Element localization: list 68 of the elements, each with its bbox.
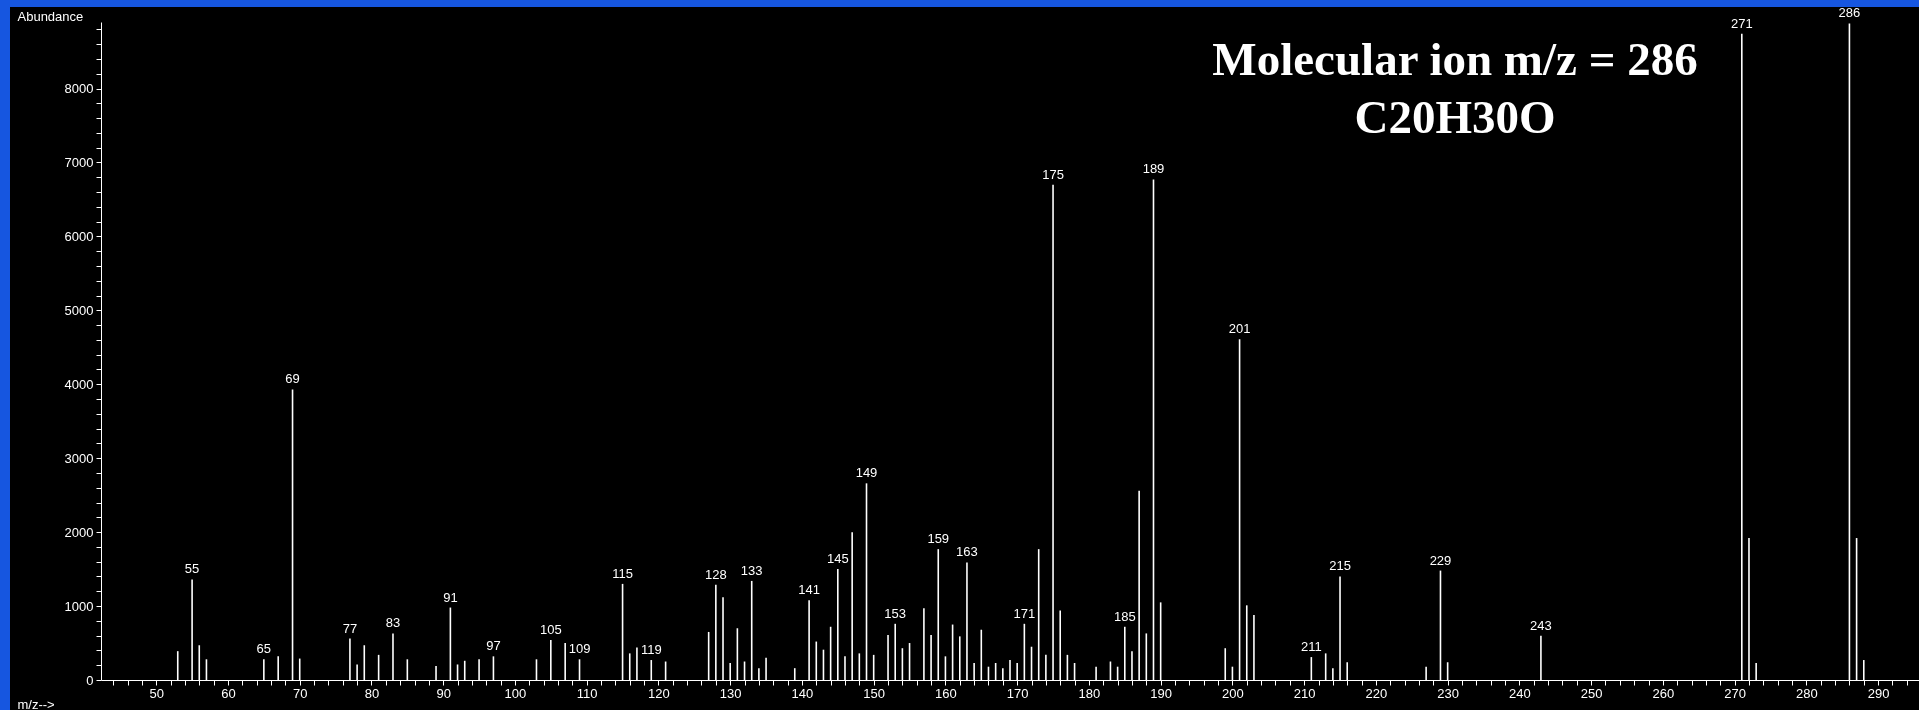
x-tick-label: 80 — [364, 685, 380, 701]
annotation: 128 — [704, 566, 727, 582]
annotation: 159 — [927, 531, 950, 547]
y-tick-label: 4000 — [64, 376, 94, 392]
x-tick-label: 110 — [576, 685, 598, 701]
x-tick-label: 160 — [935, 685, 957, 701]
x-tick-label: 120 — [648, 685, 670, 701]
annotation: 189 — [1142, 161, 1165, 177]
y-tick-label: 7000 — [64, 154, 94, 170]
annotation: 229 — [1429, 552, 1452, 568]
annotation: Molecular ion m/z = 286 — [1212, 33, 1698, 85]
annotation: 97 — [486, 638, 501, 654]
annotation: 286 — [1838, 5, 1861, 21]
annotation: 115 — [612, 565, 633, 581]
x-tick-label: 150 — [863, 685, 886, 701]
x-tick-label: 200 — [1222, 685, 1244, 701]
x-tick-label: 260 — [1652, 685, 1675, 701]
annotation: 69 — [285, 371, 300, 387]
annotation: 149 — [855, 465, 878, 481]
y-axis-title: Abundance — [17, 8, 84, 24]
x-tick-label: 180 — [1078, 685, 1101, 701]
annotation: 145 — [826, 551, 849, 567]
x-tick-label: 170 — [1006, 685, 1029, 701]
annotation: 133 — [740, 562, 763, 578]
annotation: C20H30O — [1354, 91, 1556, 143]
x-axis-title: m/z--> — [17, 696, 55, 710]
annotation: 271 — [1730, 15, 1753, 31]
annotation: 105 — [539, 622, 562, 638]
x-tick-label: 220 — [1365, 685, 1388, 701]
x-tick-label: 70 — [292, 685, 308, 701]
annotation: 175 — [1042, 166, 1064, 182]
x-tick-label: 250 — [1580, 685, 1603, 701]
x-tick-label: 240 — [1509, 685, 1531, 701]
annotation: 171 — [1013, 605, 1036, 621]
annotation: 163 — [956, 544, 978, 560]
annotation: 243 — [1530, 617, 1552, 633]
x-tick-label: 290 — [1867, 685, 1890, 701]
x-tick-label: 90 — [436, 685, 451, 701]
y-tick-label: 1000 — [64, 598, 94, 614]
y-tick-label: 5000 — [64, 302, 94, 318]
annotation: 65 — [256, 641, 272, 657]
x-tick-label: 60 — [221, 685, 236, 701]
annotation: 119 — [640, 642, 662, 658]
x-tick-label: 280 — [1796, 685, 1818, 701]
x-tick-label: 130 — [719, 685, 742, 701]
annotation: 83 — [385, 615, 401, 631]
annotation: 201 — [1228, 321, 1251, 337]
x-tick-label: 50 — [149, 685, 164, 701]
annotation: 109 — [568, 641, 591, 657]
x-tick-label: 140 — [791, 685, 814, 701]
x-tick-label: 190 — [1150, 685, 1173, 701]
annotation: 141 — [798, 582, 820, 598]
x-tick-label: 100 — [504, 685, 527, 701]
x-tick-label: 210 — [1293, 685, 1316, 701]
annotation: 215 — [1329, 558, 1351, 574]
annotation: 153 — [884, 605, 907, 621]
annotation: 77 — [342, 620, 358, 636]
annotation: 91 — [443, 589, 458, 605]
y-tick-label: 6000 — [64, 228, 94, 244]
y-tick-label: 8000 — [64, 81, 94, 97]
annotation: 55 — [184, 561, 200, 577]
annotation: 185 — [1113, 608, 1136, 624]
annotation: 211 — [1300, 639, 1322, 655]
y-tick-label: 2000 — [64, 524, 94, 540]
x-tick-label: 230 — [1437, 685, 1459, 701]
x-tick-label: 270 — [1724, 685, 1746, 701]
y-tick-label: 0 — [86, 672, 94, 688]
y-tick-label: 3000 — [64, 450, 94, 466]
